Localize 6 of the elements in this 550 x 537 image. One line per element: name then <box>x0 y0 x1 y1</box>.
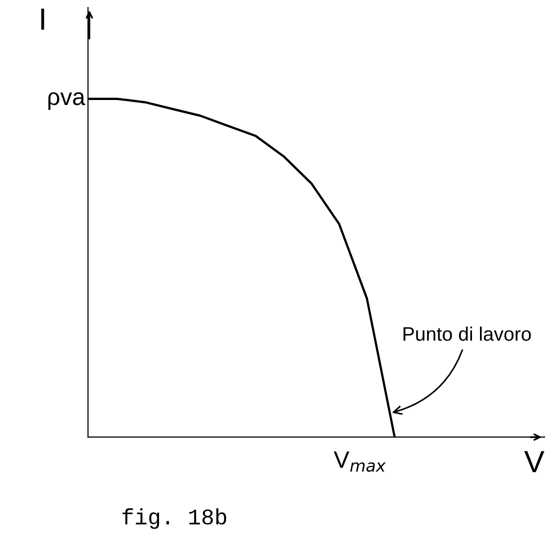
y-axis-title: I <box>41 8 44 30</box>
caption: fig. 18b <box>122 508 226 529</box>
text: V$_{max}$ <box>334 451 386 472</box>
annotation: Punto di lavoro <box>404 326 531 341</box>
text: ρva <box>48 92 86 110</box>
x-axis-title: V <box>524 451 544 472</box>
